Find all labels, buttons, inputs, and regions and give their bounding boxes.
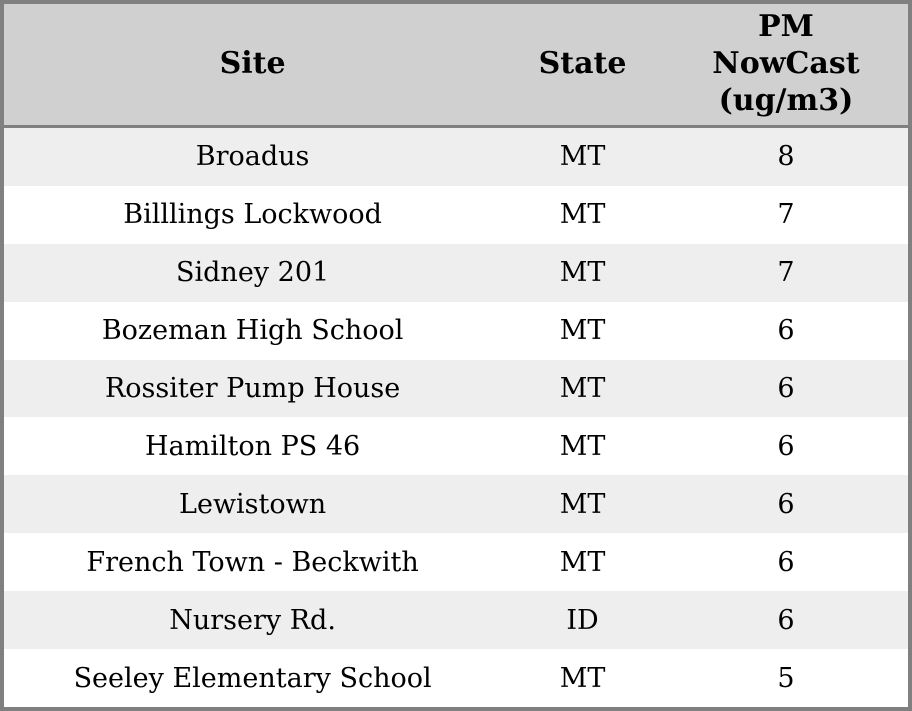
column-header-pm-nowcast: PM NowCast (ug/m3) [663,4,908,128]
state-cell: MT [559,199,606,231]
pm-cell: 8 [777,141,795,173]
table-row: Hamilton PS 46 MT 6 [4,417,908,476]
site-cell: Seeley Elementary School [73,662,432,694]
table-row: Broadus MT 8 [4,126,908,186]
table-row: Lewistown MT 6 [4,475,908,534]
table-body: Broadus MT 8 Billlings Lockwood MT 7 Sid… [4,126,908,707]
state-cell: MT [559,257,606,289]
table-row: Rossiter Pump House MT 6 [4,359,908,418]
table-row: Seeley Elementary School MT 5 [4,649,908,707]
state-cell: MT [559,430,606,462]
header-row: Site State PM NowCast (ug/m3) [4,4,908,128]
state-cell: MT [559,315,606,347]
column-header-site: Site [4,4,502,128]
table-row: Sidney 201 MT 7 [4,243,908,302]
pm-cell: 5 [777,662,795,694]
column-header-state: State [501,4,664,128]
pm-cell: 6 [777,546,795,578]
site-cell: Bozeman High School [101,315,404,347]
site-cell: Rossiter Pump House [104,373,401,405]
table-row: Bozeman High School MT 6 [4,301,908,360]
table-row: Billlings Lockwood MT 7 [4,185,908,244]
state-cell: ID [566,604,599,636]
site-cell: Lewistown [179,488,327,520]
pm-cell: 6 [777,373,795,405]
pm-cell: 6 [777,488,795,520]
state-cell: MT [559,488,606,520]
site-cell: Broadus [195,141,310,173]
column-header-pm-nowcast-label: PM NowCast (ug/m3) [712,9,860,118]
state-cell: MT [559,373,606,405]
site-cell: Nursery Rd. [169,604,336,636]
site-cell: Hamilton PS 46 [144,430,361,462]
state-cell: MT [559,546,606,578]
pm-cell: 7 [777,199,795,231]
table-header: Site State PM NowCast (ug/m3) [4,4,908,128]
table-row: Nursery Rd. ID 6 [4,591,908,650]
state-cell: MT [559,141,606,173]
table-row: French Town - Beckwith MT 6 [4,533,908,592]
site-cell: French Town - Beckwith [86,546,419,578]
pm-cell: 7 [777,257,795,289]
pm-cell: 6 [777,315,795,347]
pm-cell: 6 [777,604,795,636]
pm-cell: 6 [777,430,795,462]
site-cell: Billlings Lockwood [123,199,382,231]
pm-nowcast-table: Site State PM NowCast (ug/m3) Broadus MT… [4,4,908,707]
state-cell: MT [559,662,606,694]
site-cell: Sidney 201 [176,257,330,289]
